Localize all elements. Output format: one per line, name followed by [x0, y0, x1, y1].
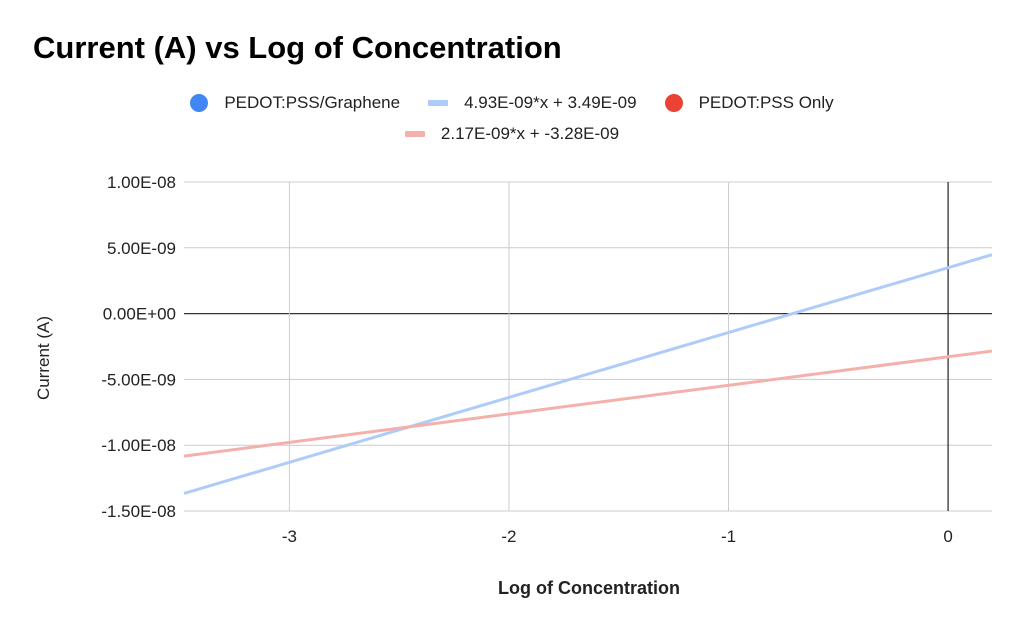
legend-dash-trendline-graphene: [428, 100, 449, 106]
legend-dot-pedot-graphene: [190, 94, 209, 112]
x-tick-label: -3: [282, 527, 297, 546]
legend-label-trendline-graphene: 4.93E-09*x + 3.49E-09: [464, 93, 637, 112]
legend-entry-trendline-pedot-only[interactable]: 2.17E-09*x + -3.28E-09: [404, 124, 620, 144]
chart-title: Current (A) vs Log of Concentration: [33, 30, 562, 65]
x-tick-label: -2: [501, 527, 516, 546]
x-tick-label: 0: [943, 527, 952, 546]
y-axis-label: Current (A): [34, 315, 53, 401]
y-tick-label: 0.00E+00: [103, 305, 176, 324]
legend-row-2: 2.17E-09*x + -3.28E-09: [0, 124, 1024, 144]
y-tick-label: 1.00E-08: [107, 173, 176, 192]
y-tick-label: -1.50E-08: [101, 502, 176, 521]
legend-entry-pedot-only[interactable]: PEDOT:PSS Only: [664, 93, 834, 113]
trendline-pedot-graphene: [183, 253, 993, 495]
y-tick-label: 5.00E-09: [107, 239, 176, 258]
y-tick-label: -1.00E-08: [101, 436, 176, 455]
legend-dot-pedot-only: [664, 94, 683, 112]
x-tick-label: -1: [721, 527, 736, 546]
y-tick-label: -5.00E-09: [101, 370, 176, 389]
legend-row-1: PEDOT:PSS/Graphene 4.93E-09*x + 3.49E-09…: [0, 93, 1024, 113]
x-axis-label: Log of Concentration: [498, 578, 680, 598]
legend-label-pedot-only: PEDOT:PSS Only: [698, 93, 834, 112]
legend-label-trendline-pedot-only: 2.17E-09*x + -3.28E-09: [440, 124, 620, 143]
legend-label-pedot-graphene: PEDOT:PSS/Graphene: [224, 93, 401, 112]
legend-dash-trendline-pedot-only: [404, 131, 425, 137]
legend-entry-pedot-graphene[interactable]: PEDOT:PSS/Graphene: [190, 93, 400, 113]
trendline-pedot-only: [183, 349, 993, 458]
legend-entry-trendline-graphene[interactable]: 4.93E-09*x + 3.49E-09: [428, 93, 637, 113]
